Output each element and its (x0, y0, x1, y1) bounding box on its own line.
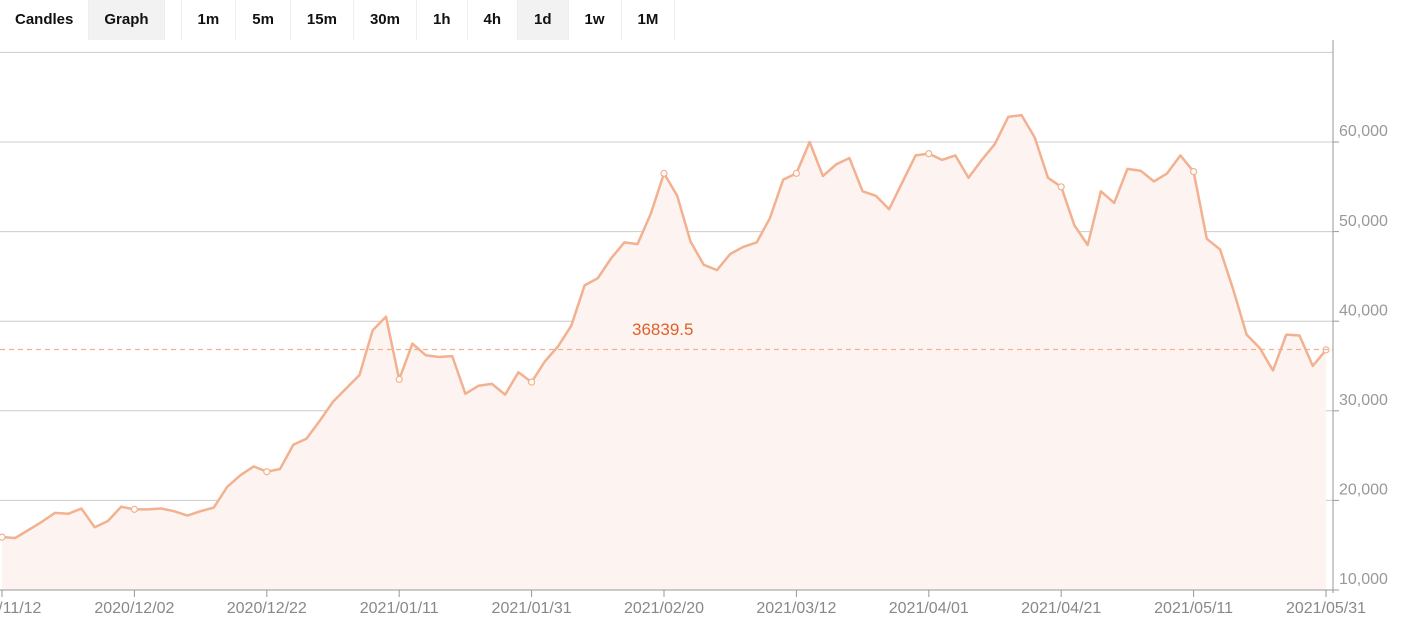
x-tick-label: 2021/04/21 (1021, 600, 1101, 617)
point-marker (263, 468, 271, 476)
y-tick-label: 50,000 (1339, 213, 1388, 230)
toolbar-button[interactable]: 30m (354, 0, 417, 40)
toolbar-button[interactable]: 1h (417, 0, 468, 40)
toolbar-button[interactable]: 1M (622, 0, 676, 40)
view-switch: Candles Graph (0, 0, 165, 40)
chart: 10,000 20,000 30,000 40,000 50,000 60,000 3683… (0, 40, 1388, 617)
x-tick-label: 2021/05/31 (1286, 600, 1366, 617)
y-tick-label: 10,000 (1339, 571, 1388, 588)
y-tick-label: 30,000 (1339, 392, 1388, 409)
toolbar-button[interactable]: Graph (89, 0, 165, 40)
toolbar: Candles Graph 1m 5m 15m 30m 1h 4h 1d 1w 1M (0, 0, 676, 40)
last-price-label: 36839.5 (632, 320, 693, 339)
area-fill (2, 115, 1326, 590)
toolbar-button[interactable]: 4h (468, 0, 519, 40)
toolbar-button[interactable]: 1d (518, 0, 569, 40)
y-tick-label: 60,000 (1339, 123, 1388, 140)
point-marker (527, 378, 536, 386)
point-marker (792, 169, 801, 177)
x-tick-label: 2021/01/11 (360, 600, 439, 617)
toolbar-button[interactable]: 1w (569, 0, 622, 40)
toolbar-button[interactable]: 15m (291, 0, 354, 40)
point-marker (130, 505, 138, 513)
toolbar-button[interactable]: 5m (236, 0, 291, 40)
point-marker (1057, 183, 1065, 191)
x-tick-label: 2021/03/12 (756, 600, 836, 617)
x-tick-label: 2021/02/20 (624, 600, 704, 617)
x-tick-label: 2021/04/01 (889, 600, 969, 617)
x-tick-label: 2020/12/02 (94, 600, 174, 617)
y-tick-label: 40,000 (1339, 302, 1388, 319)
point-marker (0, 533, 6, 541)
point-marker (660, 169, 668, 177)
x-tick-label: 2021/05/11 (1154, 600, 1233, 617)
toolbar-button[interactable]: Candles (0, 0, 90, 40)
point-marker (1189, 167, 1198, 176)
x-tick-label: 2020/11/12 (0, 600, 42, 617)
point-marker (925, 150, 933, 158)
y-tick-label: 20,000 (1339, 482, 1388, 499)
x-tick-label: 2020/12/22 (227, 600, 307, 617)
toolbar-button[interactable]: 1m (182, 0, 237, 40)
x-tick-label: 2021/01/31 (492, 600, 572, 617)
interval-switch: 1m 5m 15m 30m 1h 4h 1d 1w 1M (180, 0, 676, 40)
point-marker (395, 375, 403, 384)
